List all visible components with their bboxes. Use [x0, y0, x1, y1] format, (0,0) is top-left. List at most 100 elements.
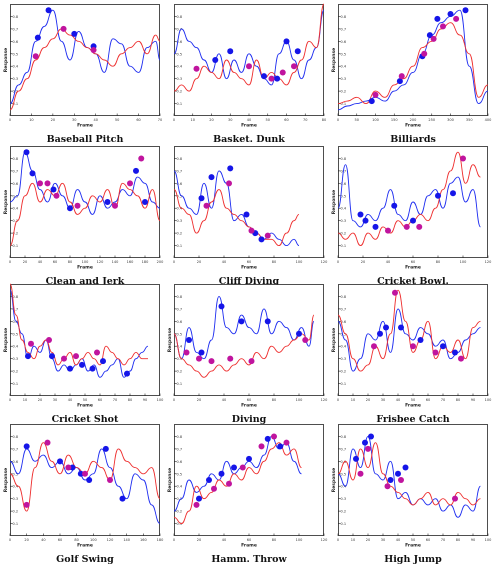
blue-marker	[294, 48, 301, 55]
chart-panel: 0.1 0.2 0.3 0.4 0.5 0.6 0.7 0.8 0 10 20 30 40 50 60 70 8…	[3, 283, 163, 425]
x-axis-label: Frame	[241, 543, 257, 549]
y-tick-label: 0.6	[177, 40, 183, 44]
y-axis-label: Response	[3, 468, 9, 492]
magenta-marker	[74, 202, 81, 209]
blue-marker	[208, 174, 215, 181]
magenta-marker	[384, 483, 391, 490]
blue-marker	[264, 435, 271, 442]
y-tick-label: 0.7	[177, 27, 183, 31]
y-tick-label: 0.4	[13, 207, 19, 211]
y-tick-label: 0.6	[13, 182, 19, 186]
y-tick-label: 0.2	[341, 510, 347, 514]
blue-marker	[396, 78, 403, 85]
y-tick-label: 0.4	[177, 207, 183, 211]
red-series-line	[9, 283, 148, 366]
x-tick-label: 60	[247, 538, 251, 542]
y-tick-label: 0.8	[341, 157, 347, 161]
x-tick-label: 100	[296, 260, 303, 264]
line-chart: 0.10.20.30.40.50.60.70.80 10 20 30 40 50 60 70F…	[3, 4, 162, 129]
x-tick-label: 140	[112, 260, 119, 264]
line-chart: 0.1 0.2 0.3 0.4 0.5 0.6 0.7 0.8 0 10 20 30 40 50 60 70 8…	[3, 283, 163, 409]
y-tick-label: 0.1	[13, 522, 19, 526]
x-tick-label: 160	[140, 538, 147, 542]
x-tick-label: 40	[222, 398, 226, 402]
y-axis-label: Response	[331, 468, 337, 492]
y-tick-label: 0.2	[341, 232, 347, 236]
plot-area	[338, 4, 488, 116]
blue-marker	[261, 73, 267, 80]
x-tick-label: 40	[386, 260, 390, 264]
blue-marker	[377, 330, 383, 337]
chart-panel: 0.1 0.2 0.3 0.4 0.5 0.6 0.7 0.8 0 20 40 60 80 100 120 1…	[3, 424, 163, 565]
y-tick-label: 0.8	[341, 435, 347, 439]
x-tick-label: 160	[127, 260, 134, 264]
blue-marker	[434, 15, 441, 22]
x-tick-label: 50	[355, 118, 359, 122]
chart-title: Basket. Dunk	[213, 134, 285, 145]
magenta-marker	[226, 180, 232, 187]
y-tick-label: 0.6	[177, 182, 183, 186]
x-tick-label: 20	[24, 538, 28, 542]
y-tick-label: 0.7	[13, 169, 19, 173]
magenta-marker	[416, 223, 423, 230]
chart-panel: 0.1 0.2 0.3 0.4 0.5 0.6 0.7 0.8 0 10 20 30 40 50 60 70 8…	[331, 284, 491, 425]
blue-marker	[71, 30, 78, 37]
x-tick-label: 400	[485, 118, 492, 122]
blue-marker	[133, 167, 139, 174]
line-chart: 0.1 0.2 0.3 0.4 0.5 0.6 0.7 0.8 0 50 100 150 200 250 3…	[331, 4, 491, 129]
blue-series-line	[9, 448, 161, 525]
blue-marker	[196, 495, 202, 502]
y-tick-label: 0.6	[13, 40, 19, 44]
y-tick-label: 0.7	[177, 447, 183, 451]
x-tick-label: 40	[68, 398, 72, 402]
y-tick-label: 0.5	[13, 194, 19, 198]
chart-panel: 0.1 0.2 0.3 0.4 0.5 0.6 0.7 0.8 0 50 100 150 200 250 3…	[331, 4, 491, 145]
magenta-marker	[23, 501, 30, 508]
y-tick-label: 0.7	[13, 307, 19, 311]
blue-marker	[212, 57, 219, 63]
x-tick-label: 80	[272, 260, 276, 264]
magenta-marker	[264, 232, 271, 239]
y-tick-label: 0.3	[13, 77, 19, 81]
blue-marker	[402, 464, 409, 471]
y-tick-label: 0.2	[177, 232, 183, 236]
y-tick-label: 0.6	[341, 460, 347, 464]
y-tick-label: 0.5	[177, 52, 183, 56]
blue-marker	[387, 477, 394, 483]
blue-marker	[368, 98, 375, 105]
magenta-marker	[279, 69, 286, 76]
y-tick-label: 0.8	[13, 157, 19, 161]
magenta-marker	[365, 445, 371, 452]
magenta-marker	[226, 480, 232, 487]
x-tick-label: 0	[337, 398, 339, 402]
x-tick-label: 100	[296, 398, 303, 402]
magenta-marker	[46, 337, 52, 343]
y-tick-label: 0.5	[13, 472, 19, 476]
blue-series-line	[173, 295, 315, 360]
blue-marker	[362, 217, 369, 224]
magenta-marker	[193, 65, 200, 72]
magenta-marker	[385, 227, 391, 234]
x-tick-label: 50	[83, 398, 87, 402]
magenta-marker	[403, 223, 410, 230]
x-tick-label: 40	[93, 118, 97, 122]
x-tick-label: 40	[222, 260, 226, 264]
x-tick-label: 100	[157, 398, 164, 402]
x-tick-label: 80	[68, 260, 72, 264]
magenta-marker	[32, 53, 39, 60]
magenta-marker	[398, 73, 405, 80]
x-tick-label: 250	[428, 118, 435, 122]
magenta-marker	[90, 47, 97, 54]
magenta-marker	[440, 23, 446, 30]
magenta-marker	[193, 501, 200, 508]
y-tick-label: 0.1	[177, 102, 183, 106]
x-axis-label: Frame	[241, 265, 257, 271]
magenta-marker	[421, 50, 428, 57]
blue-marker	[417, 337, 424, 343]
blue-marker	[124, 370, 130, 377]
plot-area	[10, 4, 160, 116]
blue-marker	[198, 349, 205, 356]
magenta-marker	[203, 202, 210, 209]
x-tick-label: 80	[456, 398, 460, 402]
y-tick-label: 0.5	[341, 52, 347, 56]
